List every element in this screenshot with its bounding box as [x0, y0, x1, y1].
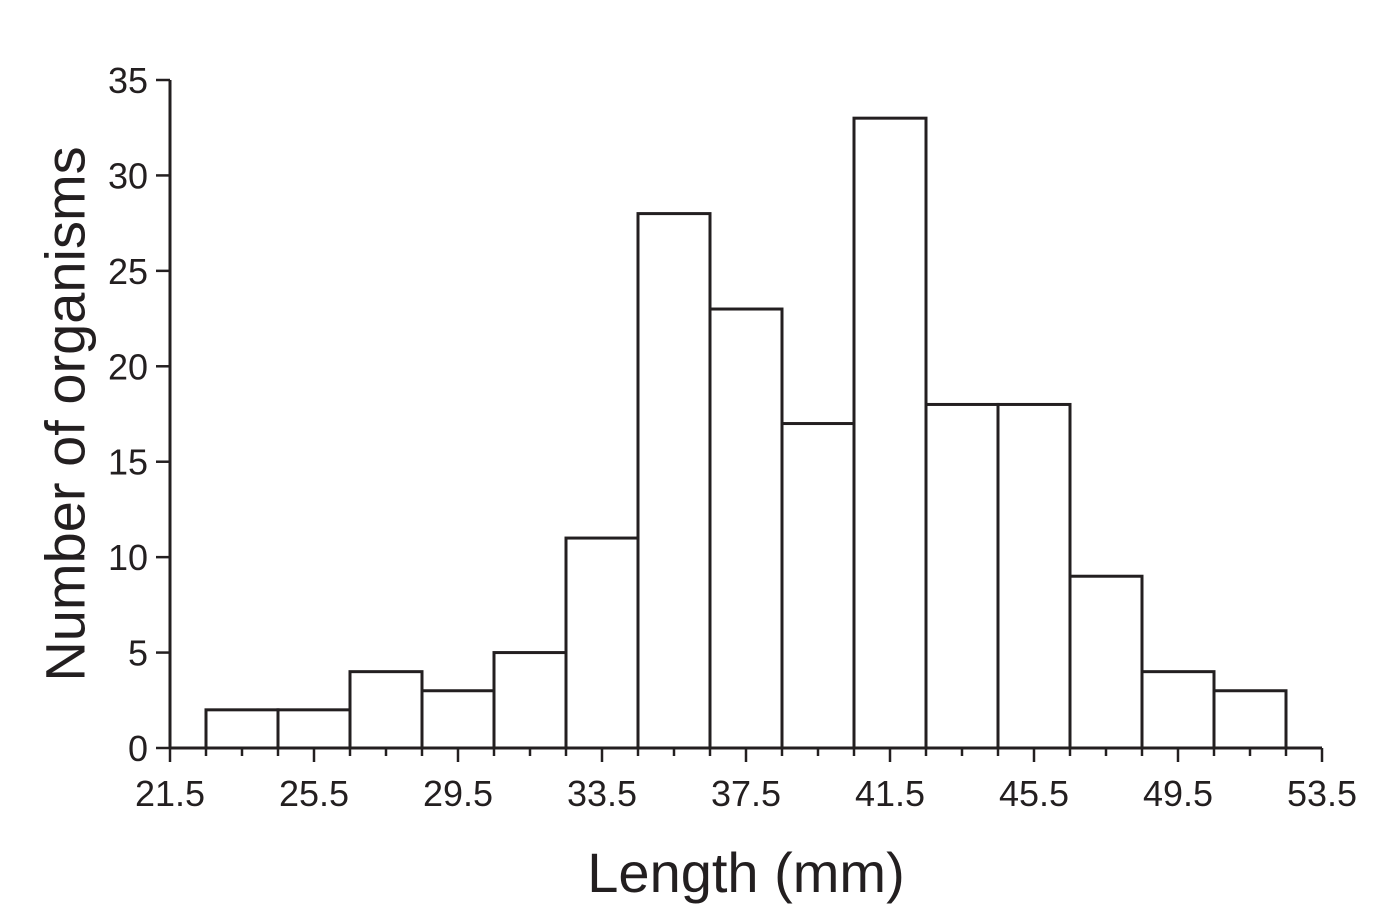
histogram-bar	[924, 402, 1000, 750]
y-tick-label: 35	[108, 60, 148, 101]
histogram-bar	[636, 212, 712, 750]
y-tick-label: 10	[108, 537, 148, 578]
y-tick-label: 0	[128, 728, 148, 769]
histogram-bar	[1140, 670, 1216, 750]
histogram-bar	[348, 670, 424, 750]
x-axis-label: Length (mm)	[587, 841, 904, 904]
bars-group	[204, 116, 1288, 750]
y-ticks-group: 0 5 10 15 20 25 30 35	[108, 60, 170, 769]
y-tick-label: 5	[128, 633, 148, 674]
histogram-bar	[276, 708, 352, 750]
x-tick-label: 45.5	[999, 773, 1069, 814]
x-tick-label: 29.5	[423, 773, 493, 814]
y-tick-label: 20	[108, 346, 148, 387]
x-tick-label: 25.5	[279, 773, 349, 814]
histogram-bar	[708, 307, 784, 750]
y-tick-label: 15	[108, 442, 148, 483]
histogram-bar	[780, 422, 856, 750]
x-tick-label: 33.5	[567, 773, 637, 814]
x-tick-label: 53.5	[1287, 773, 1357, 814]
histogram-bar	[204, 708, 280, 750]
x-tick-label: 41.5	[855, 773, 925, 814]
y-tick-label: 25	[108, 251, 148, 292]
histogram-bar	[1068, 574, 1144, 750]
histogram-bar	[996, 402, 1072, 750]
histogram-bar	[564, 536, 640, 750]
histogram-bar	[852, 116, 928, 750]
x-tick-label: 21.5	[135, 773, 205, 814]
y-tick-label: 30	[108, 155, 148, 196]
x-tick-label: 49.5	[1143, 773, 1213, 814]
histogram-bar	[1212, 689, 1288, 750]
x-tick-label: 37.5	[711, 773, 781, 814]
histogram-bar	[492, 651, 568, 750]
y-axis-label: Number of organisms	[34, 146, 97, 681]
x-ticks-group: 21.5 25.5 29.5 33.5 37.5 41.5 45.5 49.5 53.5	[135, 748, 1357, 814]
histogram-bar	[420, 689, 496, 750]
